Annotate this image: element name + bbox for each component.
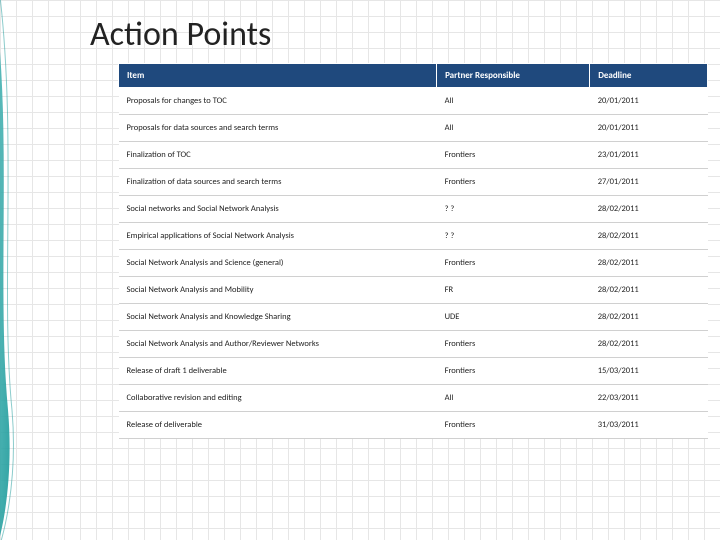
table-row: Release of draft 1 deliverableFrontiers1…	[119, 358, 708, 385]
table-row: Empirical applications of Social Network…	[119, 223, 708, 250]
table-row: Social Network Analysis and Science (gen…	[119, 250, 708, 277]
cell-deadline: 27/01/2011	[590, 169, 708, 196]
cell-deadline: 22/03/2011	[590, 385, 708, 412]
cell-item: Social Network Analysis and Science (gen…	[119, 250, 437, 277]
table-row: Proposals for data sources and search te…	[119, 115, 708, 142]
col-header-deadline: Deadline	[590, 64, 708, 88]
cell-item: Collaborative revision and editing	[119, 385, 437, 412]
cell-deadline: 28/02/2011	[590, 196, 708, 223]
cell-partner: ? ?	[437, 196, 590, 223]
table-row: Finalization of data sources and search …	[119, 169, 708, 196]
cell-partner: All	[437, 115, 590, 142]
cell-partner: Frontiers	[437, 169, 590, 196]
col-header-partner: Partner Responsible	[437, 64, 590, 88]
cell-item: Proposals for data sources and search te…	[119, 115, 437, 142]
cell-item: Social Network Analysis and Mobility	[119, 277, 437, 304]
cell-deadline: 31/03/2011	[590, 412, 708, 439]
cell-partner: FR	[437, 277, 590, 304]
table-row: Release of deliverableFrontiers31/03/201…	[119, 412, 708, 439]
cell-deadline: 28/02/2011	[590, 250, 708, 277]
cell-item: Finalization of data sources and search …	[119, 169, 437, 196]
cell-partner: Frontiers	[437, 412, 590, 439]
col-header-item: Item	[119, 64, 437, 88]
table-row: Proposals for changes to TOCAll20/01/201…	[119, 88, 708, 115]
cell-deadline: 28/02/2011	[590, 331, 708, 358]
cell-partner: Frontiers	[437, 331, 590, 358]
cell-item: Social Network Analysis and Author/Revie…	[119, 331, 437, 358]
cell-deadline: 20/01/2011	[590, 115, 708, 142]
cell-item: Empirical applications of Social Network…	[119, 223, 437, 250]
cell-deadline: 28/02/2011	[590, 277, 708, 304]
cell-partner: UDE	[437, 304, 590, 331]
table-row: Social Network Analysis and Knowledge Sh…	[119, 304, 708, 331]
table-row: Collaborative revision and editingAll22/…	[119, 385, 708, 412]
table-row: Finalization of TOCFrontiers23/01/2011	[119, 142, 708, 169]
cell-partner: ? ?	[437, 223, 590, 250]
cell-deadline: 15/03/2011	[590, 358, 708, 385]
cell-partner: Frontiers	[437, 142, 590, 169]
cell-partner: Frontiers	[437, 250, 590, 277]
cell-item: Social Network Analysis and Knowledge Sh…	[119, 304, 437, 331]
table-row: Social Network Analysis and Author/Revie…	[119, 331, 708, 358]
cell-item: Social networks and Social Network Analy…	[119, 196, 437, 223]
cell-deadline: 23/01/2011	[590, 142, 708, 169]
cell-partner: Frontiers	[437, 358, 590, 385]
cell-item: Proposals for changes to TOC	[119, 88, 437, 115]
table-row: Social Network Analysis and MobilityFR28…	[119, 277, 708, 304]
table-header-row: Item Partner Responsible Deadline	[119, 64, 708, 88]
cell-partner: All	[437, 88, 590, 115]
action-points-table: Item Partner Responsible Deadline Propos…	[118, 63, 708, 439]
slide-content: Action Points Item Partner Responsible D…	[0, 0, 720, 540]
cell-item: Release of draft 1 deliverable	[119, 358, 437, 385]
cell-partner: All	[437, 385, 590, 412]
cell-deadline: 20/01/2011	[590, 88, 708, 115]
page-title: Action Points	[90, 14, 680, 55]
cell-item: Release of deliverable	[119, 412, 437, 439]
cell-deadline: 28/02/2011	[590, 304, 708, 331]
table-row: Social networks and Social Network Analy…	[119, 196, 708, 223]
cell-item: Finalization of TOC	[119, 142, 437, 169]
cell-deadline: 28/02/2011	[590, 223, 708, 250]
